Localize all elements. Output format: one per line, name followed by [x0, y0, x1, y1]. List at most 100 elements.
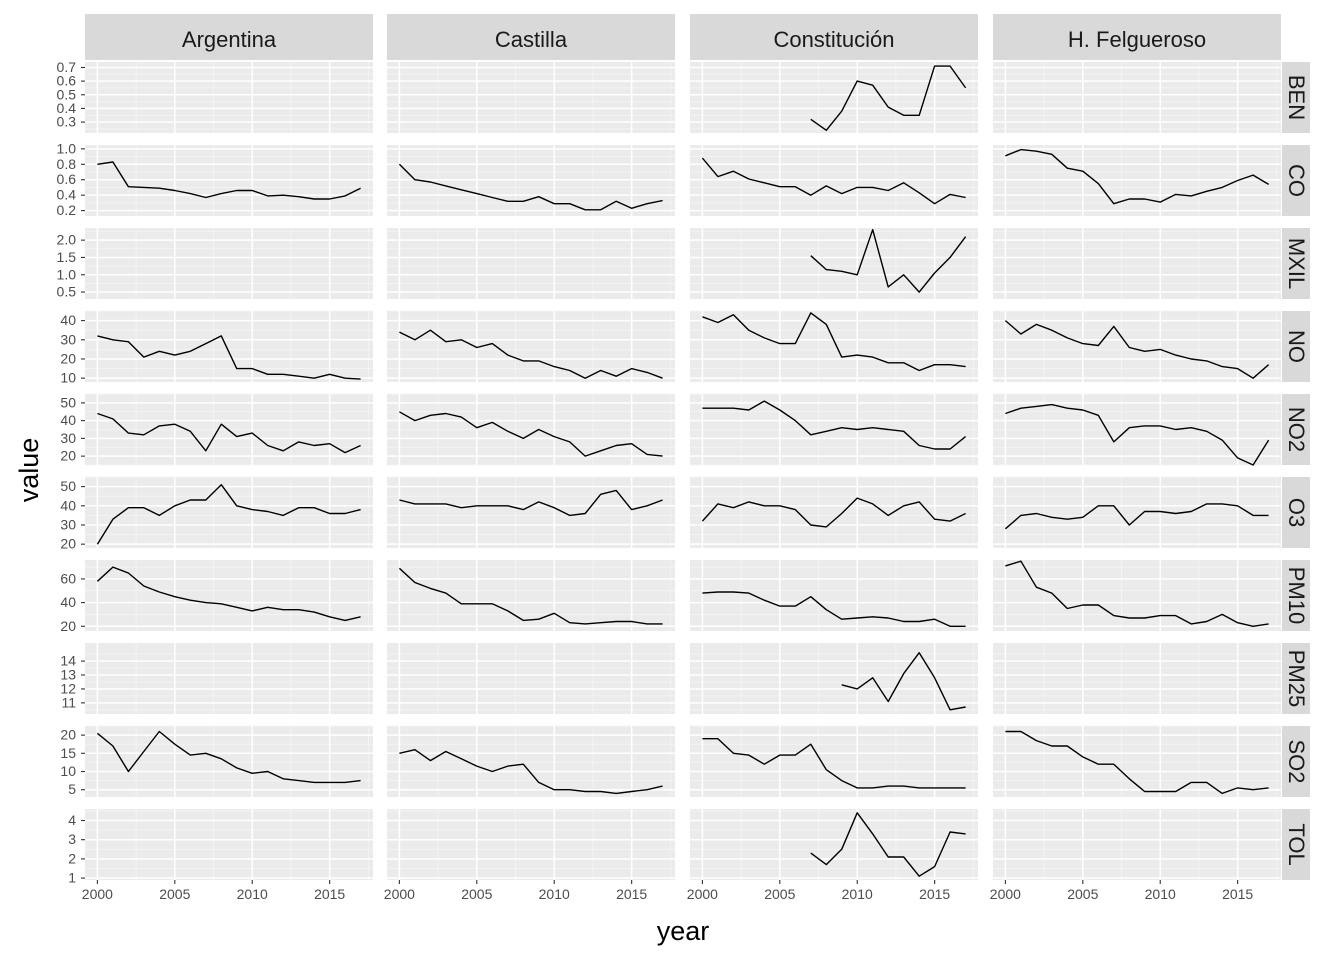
series-line	[702, 738, 966, 789]
y-tick-label: 40	[60, 594, 76, 610]
y-tick-label: 30	[60, 430, 76, 446]
y-tick-label: 12	[60, 680, 76, 696]
x-tick-label: 2005	[461, 886, 492, 902]
series-line	[701, 497, 966, 528]
series-line	[810, 812, 966, 877]
facet-panel	[993, 476, 1281, 548]
y-tick-label: 0.4	[57, 100, 77, 116]
series-line	[97, 161, 361, 200]
y-tick-label: 11	[61, 694, 76, 710]
facet-panel	[690, 476, 978, 548]
facet-panel	[387, 145, 675, 216]
row-strip	[1282, 394, 1310, 465]
y-tick-label: 40	[60, 412, 76, 428]
y-tick-label: 13	[60, 667, 76, 683]
series-line	[399, 411, 663, 457]
row-strip	[1282, 228, 1310, 299]
series-line	[97, 412, 361, 454]
panel-background	[85, 62, 373, 133]
y-tick-label: 40	[60, 497, 76, 513]
x-tick-label: 2000	[990, 886, 1021, 902]
y-tick-label: 10	[60, 763, 76, 779]
facet-panel	[690, 228, 978, 299]
facet-panel	[690, 809, 978, 880]
facet-panel	[85, 560, 373, 631]
column-strip	[387, 14, 675, 60]
facet-panel	[85, 809, 373, 880]
facet-panel	[387, 725, 675, 797]
series-line	[702, 400, 967, 450]
facet-panel	[993, 393, 1281, 466]
facet-panel	[85, 145, 373, 216]
row-strip-label: NO2	[1284, 407, 1309, 452]
facet-panel	[993, 725, 1281, 797]
y-tick-label: 50	[60, 478, 76, 494]
panel-background	[993, 62, 1281, 133]
series-line	[96, 730, 361, 784]
y-tick-label: 30	[60, 516, 76, 532]
facet-strips: Argentina Castilla Constitución H. Felguero…	[85, 14, 1310, 880]
series-line	[1004, 320, 1270, 379]
y-tick-label: 0.4	[57, 187, 77, 203]
x-tick-label: 2000	[384, 886, 415, 902]
axis-ticks: 0.30.40.50.60.70.20.40.60.81.00.51.01.52…	[57, 59, 1254, 902]
facet-panel	[993, 809, 1281, 880]
y-tick-label: 20	[60, 350, 76, 366]
y-tick-label: 1.0	[57, 266, 77, 282]
facet-panel	[993, 145, 1281, 216]
x-tick-label: 2010	[1145, 886, 1176, 902]
row-strip	[1282, 726, 1310, 797]
x-tick-label: 2015	[1222, 886, 1253, 902]
facet-panels	[85, 62, 1281, 880]
x-tick-label: 2015	[314, 886, 345, 902]
facet-panel	[387, 643, 675, 714]
row-strip-label: CO	[1284, 164, 1309, 197]
y-tick-label: 10	[60, 370, 76, 386]
series-line	[1005, 148, 1269, 205]
y-tick-label: 1.5	[57, 249, 77, 265]
row-strip	[1282, 809, 1310, 880]
column-strip	[993, 14, 1281, 60]
y-tick-label: 0.6	[57, 171, 77, 187]
panel-background	[690, 726, 978, 797]
facet-panel	[993, 62, 1281, 133]
row-strip-label: PM25	[1284, 650, 1309, 707]
facet-panel	[690, 62, 978, 133]
series-line	[1005, 560, 1269, 627]
series-line	[399, 749, 663, 795]
column-strip	[690, 14, 978, 60]
row-strip	[1282, 643, 1310, 714]
row-strip-label: PM10	[1284, 567, 1309, 624]
y-tick-label: 40	[60, 312, 76, 328]
y-axis-title: value	[14, 438, 44, 503]
panel-background	[387, 477, 675, 548]
y-tick-label: 20	[60, 448, 76, 464]
facet-panel	[85, 725, 373, 797]
row-strip	[1282, 311, 1310, 382]
x-axis-title: year	[657, 916, 710, 946]
y-tick-label: 0.6	[57, 73, 77, 89]
x-tick-label: 2015	[919, 886, 950, 902]
x-tick-label: 2005	[1067, 886, 1098, 902]
series-line	[810, 229, 967, 293]
y-tick-label: 30	[60, 331, 76, 347]
series-line	[399, 489, 663, 517]
panel-background	[690, 311, 978, 382]
row-strip	[1282, 62, 1310, 133]
x-tick-label: 2000	[82, 886, 113, 902]
row-strip-label: O3	[1284, 498, 1309, 527]
panel-background	[387, 62, 675, 133]
row-strip-label: TOL	[1284, 823, 1309, 865]
panel-background	[85, 560, 373, 631]
y-tick-label: 5	[68, 781, 76, 797]
x-tick-label: 2015	[616, 886, 647, 902]
series-line	[702, 312, 966, 372]
facet-panel	[690, 145, 978, 216]
y-tick-label: 2.0	[57, 232, 77, 248]
series-line	[1004, 503, 1269, 530]
facet-panel	[690, 560, 978, 631]
facet-panel	[85, 393, 373, 466]
facet-panel	[993, 643, 1281, 714]
panel-background	[993, 477, 1281, 548]
series-line	[398, 163, 663, 211]
